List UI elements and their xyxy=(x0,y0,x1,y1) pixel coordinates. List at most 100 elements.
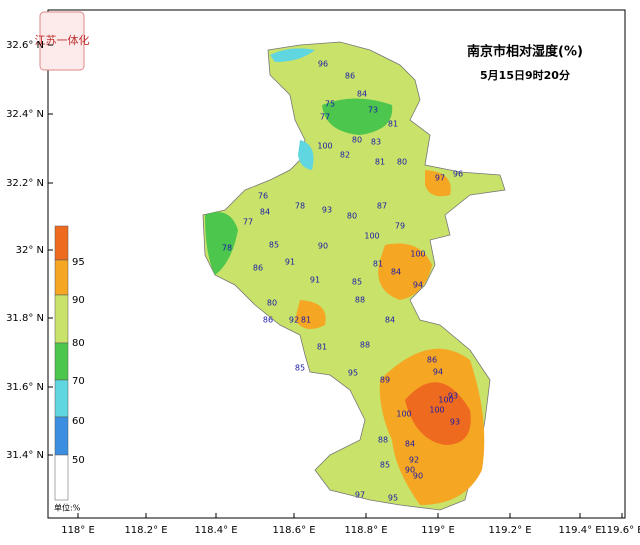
station-value: 93 xyxy=(322,206,332,215)
station-value: 96 xyxy=(453,170,463,179)
station-value: 92 xyxy=(409,456,419,465)
logo-box xyxy=(39,11,85,71)
station-value: 76 xyxy=(258,192,268,201)
station-value: 86 xyxy=(253,264,263,273)
station-value: 84 xyxy=(391,268,401,277)
station-value: 94 xyxy=(433,368,443,377)
zone xyxy=(270,48,315,62)
station-value: 93 xyxy=(450,418,460,427)
station-value: 100 xyxy=(429,406,444,415)
station-value: 85 xyxy=(295,364,305,373)
zone xyxy=(205,212,238,275)
station-value: 75 xyxy=(325,100,335,109)
station-value: 95 xyxy=(388,494,398,503)
station-value: 73 xyxy=(368,106,378,115)
station-value: 95 xyxy=(348,369,358,378)
station-value: 83 xyxy=(371,138,381,147)
lon-label: 118.8° E xyxy=(344,525,387,536)
station-value: 81 xyxy=(301,316,311,325)
station-value: 93 xyxy=(448,392,458,401)
lon-label: 119.6° E xyxy=(600,525,640,536)
station-value: 80 xyxy=(397,158,407,167)
lat-label: 31.4° N xyxy=(6,450,44,461)
legend-label: 70 xyxy=(72,376,85,387)
lat-label: 32.6° N xyxy=(6,40,44,51)
station-value: 79 xyxy=(395,222,405,231)
station-value: 77 xyxy=(320,113,330,122)
station-value: 88 xyxy=(355,296,365,305)
station-value: 78 xyxy=(295,202,305,211)
lon-label: 118.2° E xyxy=(124,525,167,536)
station-value: 81 xyxy=(373,260,383,269)
logo: 江苏一体化 xyxy=(35,33,90,47)
station-value: 77 xyxy=(243,218,253,227)
legend-swatch xyxy=(54,379,69,418)
legend-label: 90 xyxy=(72,295,85,306)
title: 南京市相对湿度(%) xyxy=(467,44,583,60)
station-value: 85 xyxy=(352,278,362,287)
station-value: 81 xyxy=(388,120,398,129)
station-value: 84 xyxy=(405,440,415,449)
station-value: 84 xyxy=(260,208,270,217)
lon-label: 118.4° E xyxy=(194,525,237,536)
legend-swatch xyxy=(54,342,69,381)
station-value: 92 xyxy=(289,316,299,325)
station-value: 87 xyxy=(377,202,387,211)
station-value: 89 xyxy=(380,376,390,385)
zone xyxy=(378,243,432,300)
station-value: 91 xyxy=(285,258,295,267)
legend-swatch xyxy=(54,294,69,344)
station-value: 80 xyxy=(347,212,357,221)
zone xyxy=(425,170,451,197)
lat-label: 31.8° N xyxy=(6,313,44,324)
station-value: 90 xyxy=(318,242,328,251)
station-value: 96 xyxy=(318,60,328,69)
legend-swatch xyxy=(54,259,69,296)
station-value: 100 xyxy=(438,396,453,405)
station-value: 100 xyxy=(364,232,379,241)
station-value: 82 xyxy=(340,151,350,160)
lat-label: 32.2° N xyxy=(6,178,44,189)
station-value: 88 xyxy=(360,341,370,350)
station-value: 81 xyxy=(317,343,327,352)
lat-label: 32.4° N xyxy=(6,109,44,120)
station-value: 84 xyxy=(357,90,367,99)
station-value: 78 xyxy=(222,244,232,253)
station-value: 85 xyxy=(380,461,390,470)
zone xyxy=(322,98,393,135)
station-value: 81 xyxy=(375,158,385,167)
station-value: 86 xyxy=(263,316,273,325)
station-value: 84 xyxy=(385,316,395,325)
lat-label: 31.6° N xyxy=(6,382,44,393)
station-value: 91 xyxy=(310,276,320,285)
station-value: 88 xyxy=(378,436,388,445)
lon-label: 119° E xyxy=(421,525,455,536)
station-value: 90 xyxy=(413,472,423,481)
zone xyxy=(298,140,314,170)
lon-label: 119.2° E xyxy=(488,525,531,536)
legend-label: 60 xyxy=(72,416,85,427)
legend-label: 50 xyxy=(72,455,85,466)
station-value: 94 xyxy=(413,281,423,290)
station-value: 100 xyxy=(396,410,411,419)
station-value: 85 xyxy=(269,241,279,250)
station-value: 80 xyxy=(267,299,277,308)
station-value: 86 xyxy=(345,72,355,81)
station-value: 100 xyxy=(317,142,332,151)
legend-swatch xyxy=(54,454,69,501)
zone xyxy=(405,382,471,445)
legend-label: 95 xyxy=(72,257,85,268)
subtitle: 5月15日9时20分 xyxy=(480,68,570,82)
station-value: 97 xyxy=(435,174,445,183)
lon-label: 118° E xyxy=(61,525,95,536)
station-value: 86 xyxy=(427,356,437,365)
lon-label: 119.4° E xyxy=(558,525,601,536)
station-value: 80 xyxy=(352,136,362,145)
zone xyxy=(295,300,326,329)
legend-unit: 单位:% xyxy=(54,503,81,513)
station-value: 97 xyxy=(355,491,365,500)
lat-label: 32° N xyxy=(16,245,44,256)
legend-swatch xyxy=(54,416,69,456)
lon-label: 118.6° E xyxy=(272,525,315,536)
